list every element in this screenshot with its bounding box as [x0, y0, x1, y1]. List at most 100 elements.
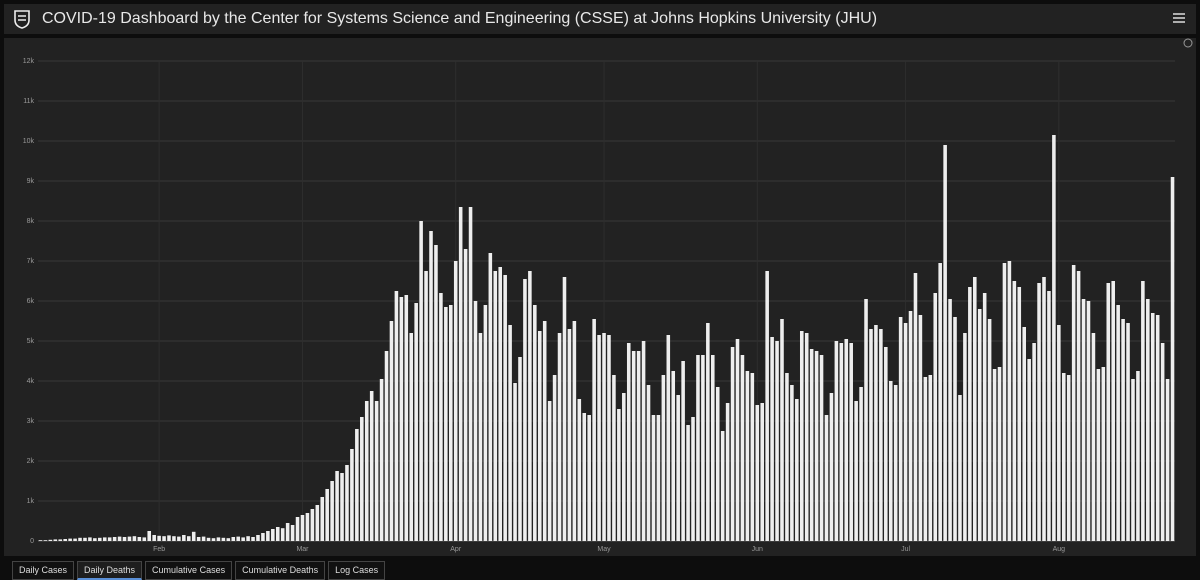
bar	[602, 333, 606, 541]
logo	[14, 10, 30, 29]
bar	[720, 431, 725, 541]
tab[interactable]: Daily Cases	[12, 561, 75, 580]
bar	[597, 335, 601, 541]
y-tick-label: 2k	[27, 458, 35, 465]
bar	[271, 529, 275, 541]
bar	[177, 536, 181, 541]
bar	[775, 341, 779, 541]
bar	[814, 351, 819, 541]
bar	[918, 315, 923, 541]
bar	[577, 399, 582, 541]
bar	[1111, 281, 1115, 541]
bar	[622, 393, 626, 541]
bar	[78, 537, 82, 541]
bar	[399, 297, 404, 541]
bar	[68, 538, 72, 541]
bar	[533, 305, 537, 541]
bar	[1076, 271, 1081, 541]
bar	[829, 393, 834, 541]
bar	[992, 369, 997, 541]
bar	[982, 293, 987, 541]
bar	[958, 395, 962, 541]
bar	[429, 231, 433, 541]
bar	[948, 299, 952, 541]
bar	[824, 415, 829, 541]
bar	[844, 339, 849, 541]
tab[interactable]: Cumulative Deaths	[235, 561, 326, 580]
bar	[186, 536, 191, 541]
bar	[162, 536, 166, 541]
bar	[1165, 379, 1170, 541]
chart-panel: 0 1k 2k 3k 4k 5k 6k 7k 8k 9k 10k 11k 12k Feb Mar Apr May…	[4, 38, 1196, 556]
bar	[547, 401, 552, 541]
bar	[735, 339, 740, 541]
bar	[819, 355, 824, 541]
bar	[799, 331, 804, 541]
bar	[325, 489, 329, 541]
bar	[350, 449, 354, 541]
bar	[884, 347, 888, 541]
bar	[552, 375, 557, 541]
bar	[715, 387, 720, 541]
bar	[631, 351, 636, 541]
bar	[453, 261, 458, 541]
y-tick-label: 4k	[27, 378, 35, 385]
bar	[330, 481, 334, 541]
bar	[290, 525, 295, 541]
expand-button[interactable]	[1183, 38, 1193, 48]
bar	[295, 517, 300, 541]
bar	[908, 311, 913, 541]
bar	[1091, 333, 1096, 541]
header-title: COVID-19 Dashboard by the Center for Sys…	[42, 10, 878, 27]
bar	[300, 515, 305, 541]
bar	[419, 221, 423, 541]
bar	[859, 387, 863, 541]
tab[interactable]: Log Cases	[328, 561, 386, 580]
bar	[1086, 301, 1091, 541]
bar	[1131, 379, 1135, 541]
bar	[221, 537, 226, 541]
bar	[468, 207, 473, 541]
bar	[656, 415, 661, 541]
bar	[458, 207, 463, 541]
bar	[315, 505, 320, 541]
bar	[439, 293, 443, 541]
bar	[943, 145, 947, 541]
bar	[43, 540, 48, 541]
bar	[345, 465, 349, 541]
bar	[335, 471, 339, 541]
tab[interactable]: Cumulative Cases	[145, 561, 233, 580]
bar	[98, 537, 102, 541]
menu-button[interactable]	[1172, 12, 1186, 24]
bar	[804, 333, 809, 541]
bar	[809, 349, 814, 541]
bar	[1146, 299, 1150, 541]
bar	[1081, 299, 1086, 541]
bar	[172, 536, 176, 541]
bar	[651, 415, 656, 541]
bar	[997, 367, 1002, 541]
bar	[953, 317, 957, 541]
bar	[1032, 343, 1036, 541]
bar	[389, 321, 394, 541]
bar	[750, 373, 755, 541]
bar	[434, 245, 438, 541]
bar	[1170, 177, 1175, 541]
bar	[483, 305, 488, 541]
tab[interactable]: Daily Deaths	[77, 561, 143, 580]
bar	[226, 538, 231, 541]
bar	[1141, 281, 1145, 541]
bar	[528, 271, 532, 541]
bar	[1096, 369, 1101, 541]
bar	[681, 361, 685, 541]
bar	[562, 277, 567, 541]
bar	[770, 337, 774, 541]
bar	[1022, 327, 1027, 541]
bar	[706, 323, 710, 541]
bar	[572, 321, 577, 541]
bar	[132, 536, 137, 541]
bar	[587, 415, 591, 541]
bar	[686, 425, 690, 541]
bar	[977, 309, 982, 541]
